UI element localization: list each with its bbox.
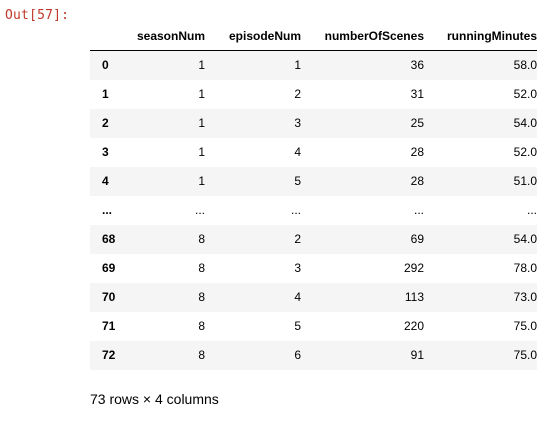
row-index: 1 [102,87,109,101]
row-index: 69 [102,261,116,275]
row-index: 0 [102,58,109,72]
cell-numberOfScenes: 292 [403,261,424,275]
cell-numberOfScenes: 113 [404,290,424,304]
table-row: 2 1 3 25 54.0 [90,109,537,138]
cell-runningMinutes: 52.0 [513,87,537,101]
cell-runningMinutes: 51.0 [513,174,537,188]
row-index: 3 [102,145,109,159]
table-row: 69 8 3 292 78.0 [90,254,537,283]
cell-episodeNum: 3 [294,116,301,130]
cell-seasonNum: ... [194,203,205,217]
cell-seasonNum: 1 [198,58,205,72]
cell-seasonNum: 8 [198,232,205,246]
table-header: seasonNum episodeNum numberOfScenes runn… [90,22,537,51]
cell-seasonNum: 1 [198,116,205,130]
row-index: 71 [102,319,116,333]
cell-numberOfScenes: 69 [410,232,424,246]
table-row: 3 1 4 28 52.0 [90,138,537,167]
row-index: 2 [102,116,109,130]
header-seasonNum: seasonNum [122,22,205,51]
cell-runningMinutes: 75.0 [513,348,537,362]
cell-numberOfScenes: 28 [410,174,424,188]
cell-seasonNum: 1 [198,174,205,188]
cell-episodeNum: 1 [294,58,301,72]
header-index [90,22,122,51]
cell-seasonNum: 8 [198,348,205,362]
row-index: ... [102,203,113,217]
cell-numberOfScenes: 31 [410,87,424,101]
table-row: 0 1 1 36 58.0 [90,50,537,80]
table-row: 68 8 2 69 54.0 [90,225,537,254]
table-row: 72 8 6 91 75.0 [90,341,537,370]
cell-seasonNum: 1 [198,87,205,101]
table-row: 1 1 2 31 52.0 [90,80,537,109]
cell-episodeNum: 5 [294,319,301,333]
cell-episodeNum: 3 [294,261,301,275]
cell-episodeNum: 5 [294,174,301,188]
table-row: 71 8 5 220 75.0 [90,312,537,341]
cell-runningMinutes: 78.0 [513,261,537,275]
output-prompt: Out[57]: [5,8,70,23]
header-numberOfScenes: numberOfScenes [301,22,424,51]
table-row-ellipsis: ... ... ... ... ... [90,196,537,225]
row-index: 72 [102,348,116,362]
dataframe-shape-summary: 73 rows × 4 columns [90,391,219,407]
table-row: 4 1 5 28 51.0 [90,167,537,196]
cell-numberOfScenes: ... [413,203,424,217]
cell-episodeNum: 4 [294,145,301,159]
cell-numberOfScenes: 220 [403,319,424,333]
cell-seasonNum: 1 [198,145,205,159]
header-runningMinutes: runningMinutes [424,22,537,51]
row-index: 70 [102,290,116,304]
cell-runningMinutes: 54.0 [513,232,537,246]
cell-numberOfScenes: 25 [410,116,424,130]
row-index: 4 [102,174,109,188]
header-episodeNum: episodeNum [205,22,301,51]
cell-runningMinutes: 73.0 [513,290,537,304]
cell-episodeNum: 6 [294,348,301,362]
cell-seasonNum: 8 [198,261,205,275]
row-index: 68 [102,232,116,246]
cell-runningMinutes: 58.0 [513,58,537,72]
cell-numberOfScenes: 28 [410,145,424,159]
table-body: 0 1 1 36 58.0 1 1 2 31 52.0 2 1 3 [90,50,537,370]
dataframe-table: seasonNum episodeNum numberOfScenes runn… [90,22,537,370]
cell-runningMinutes: 54.0 [513,116,537,130]
cell-episodeNum: 2 [294,87,301,101]
cell-episodeNum: ... [290,203,301,217]
cell-episodeNum: 4 [294,290,301,304]
dataframe-output: seasonNum episodeNum numberOfScenes runn… [90,22,537,370]
cell-episodeNum: 2 [294,232,301,246]
cell-seasonNum: 8 [198,290,205,304]
cell-numberOfScenes: 36 [410,58,424,72]
cell-seasonNum: 8 [198,319,205,333]
cell-numberOfScenes: 91 [410,348,424,362]
cell-runningMinutes: 52.0 [513,145,537,159]
header-row: seasonNum episodeNum numberOfScenes runn… [90,22,537,51]
cell-runningMinutes: ... [526,203,537,217]
table-row: 70 8 4 113 73.0 [90,283,537,312]
cell-runningMinutes: 75.0 [513,319,537,333]
